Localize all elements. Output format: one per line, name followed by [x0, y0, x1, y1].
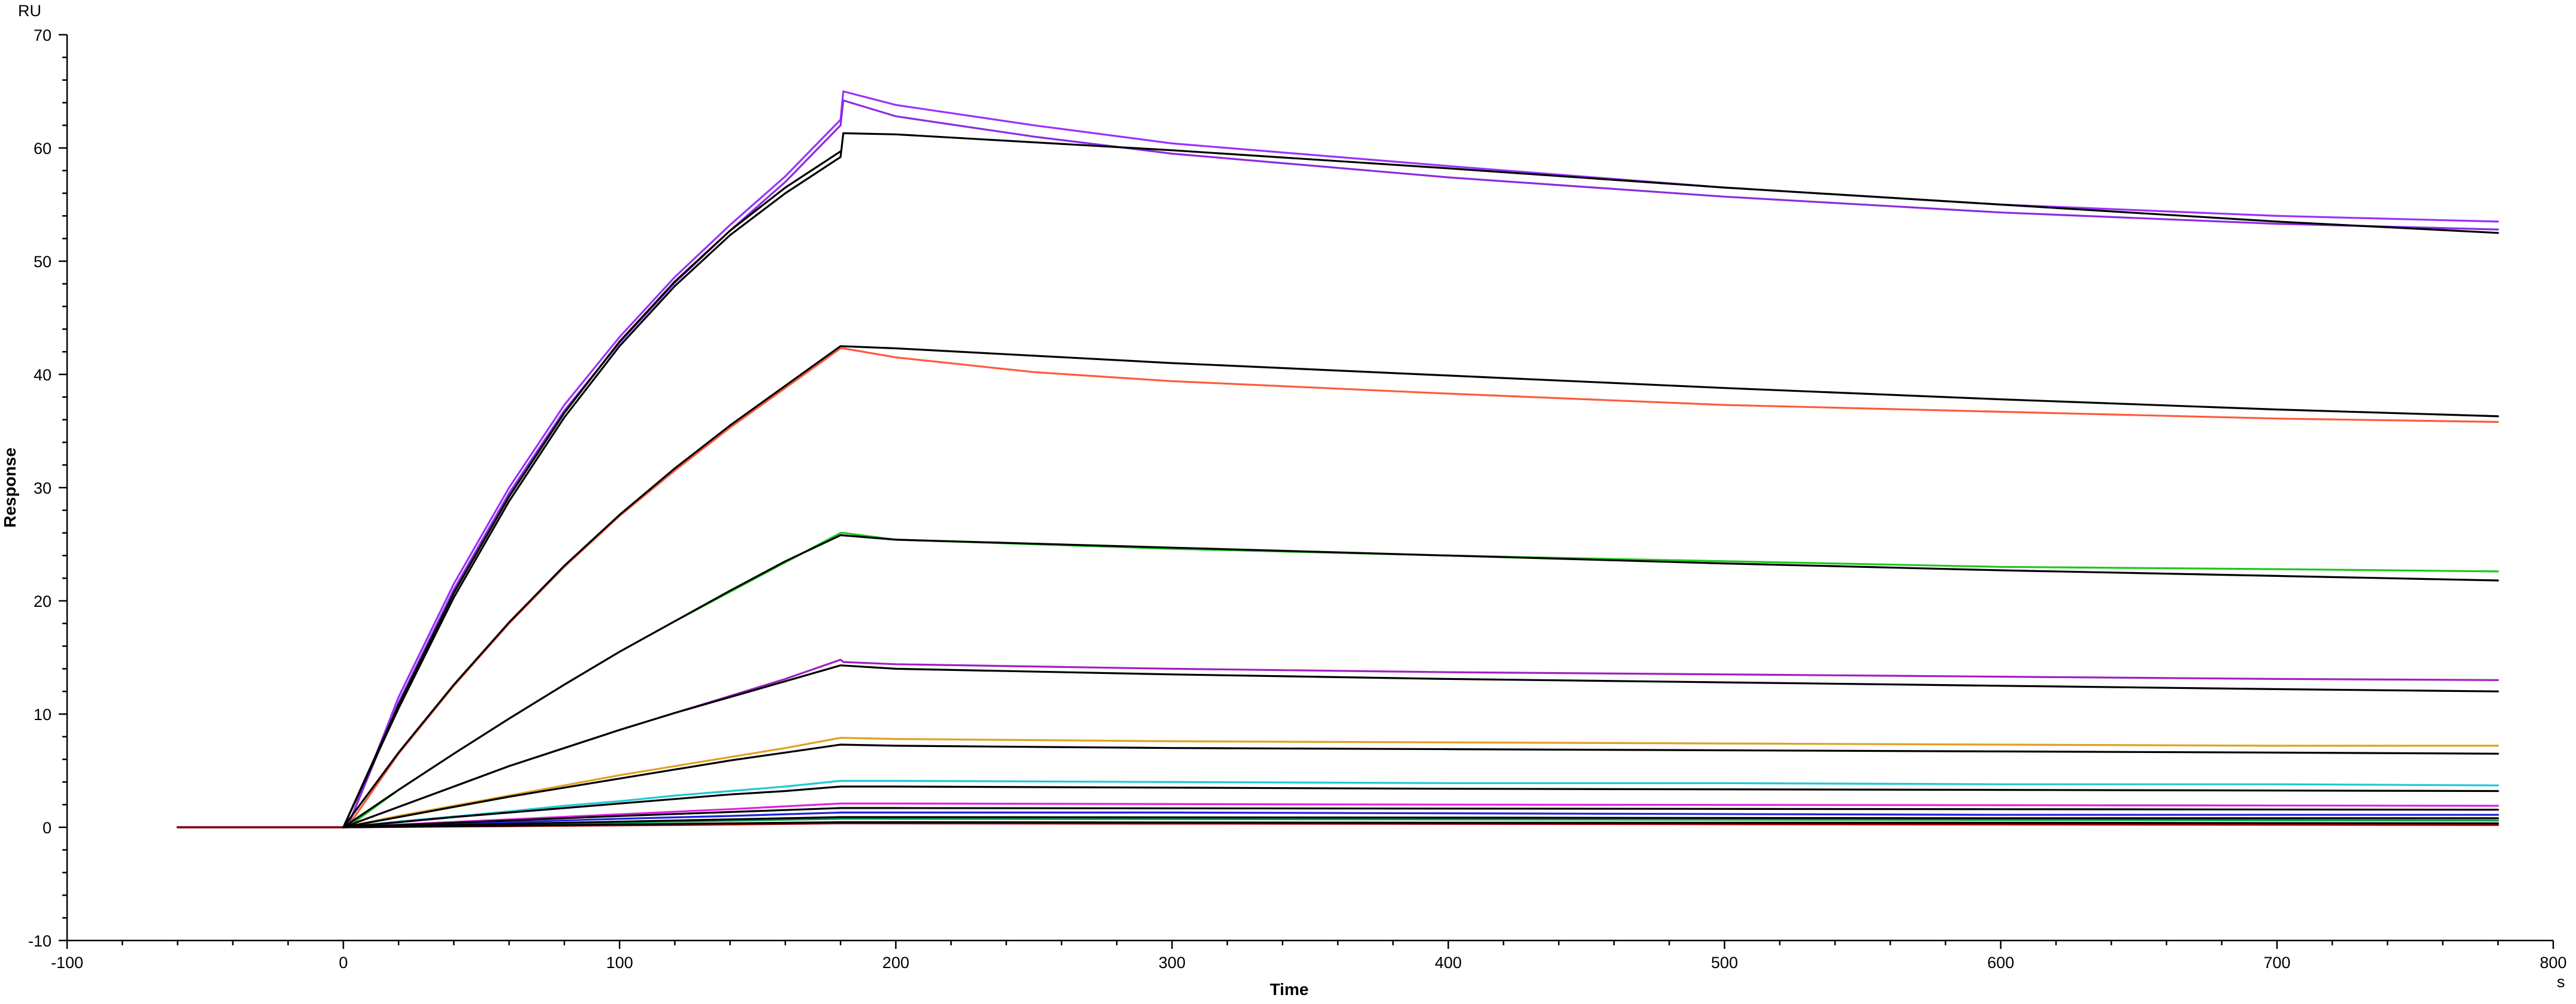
y-axis-title: Response	[1, 447, 19, 528]
series-layer	[176, 90, 2499, 828]
y-tick-label: 0	[43, 819, 52, 837]
x-tick-label: 800	[2539, 954, 2566, 972]
y-tick-label: 70	[34, 26, 52, 44]
x-tick-label: 100	[606, 954, 633, 972]
x-tick-label: 500	[1711, 954, 1738, 972]
fit-curve-8	[342, 807, 2499, 828]
y-unit-label: RU	[18, 2, 41, 20]
x-axis-title: Time	[1270, 980, 1309, 999]
y-tick-label: -10	[28, 932, 52, 950]
fit-curve-10	[342, 821, 2499, 828]
y-tick-label: 30	[34, 479, 52, 497]
x-tick-label: -100	[51, 954, 83, 972]
y-tick-label: 40	[34, 366, 52, 384]
y-tick-label: 10	[34, 706, 52, 724]
x-tick-label: 0	[339, 954, 348, 972]
x-tick-label: 300	[1159, 954, 1186, 972]
y-tick-label: 50	[34, 253, 52, 271]
fit-layer	[342, 132, 2499, 828]
fit-curve-9	[342, 816, 2499, 828]
measured-curve-2	[176, 99, 2499, 828]
measured-curve-3	[176, 347, 2499, 828]
y-tick-label: 20	[34, 592, 52, 610]
fit-curve-5	[342, 664, 2499, 828]
fit-curve-6	[342, 743, 2499, 828]
y-ticks: -10 0 10 20 30 40 50 60 70	[28, 26, 67, 950]
fit-curve-7	[342, 785, 2499, 828]
measured-curve-1	[176, 90, 2499, 828]
fit-curve-4	[342, 534, 2499, 828]
y-tick-label: 60	[34, 140, 52, 158]
x-tick-label: 200	[882, 954, 909, 972]
x-tick-label: 400	[1435, 954, 1462, 972]
x-tick-label: 600	[1987, 954, 2014, 972]
fit-curve-3	[342, 345, 2499, 828]
measured-curve-5	[176, 658, 2499, 828]
measured-curve-6	[176, 737, 2499, 828]
x-tick-label: 700	[2263, 954, 2290, 972]
fit-curve-1	[342, 132, 2499, 828]
x-unit-label: s	[2557, 973, 2565, 991]
fit-curve-2	[342, 150, 842, 828]
x-ticks: -100 0 100 200 300 400 500 600 700 800	[51, 941, 2567, 972]
